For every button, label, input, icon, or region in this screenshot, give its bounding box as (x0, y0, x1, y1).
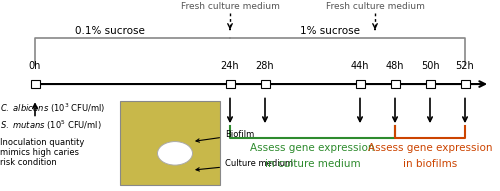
Bar (30, 80, 40, 88)
Text: 52h: 52h (456, 61, 474, 71)
Text: $\it{S.\ mutans}$ (10$^5$ CFU/ml): $\it{S.\ mutans}$ (10$^5$ CFU/ml) (0, 118, 102, 132)
Bar (120, 101, 220, 185)
Text: 1% sucrose: 1% sucrose (300, 26, 360, 36)
Text: Fresh culture medium: Fresh culture medium (326, 2, 424, 11)
Text: 24h: 24h (220, 61, 240, 71)
Text: Assess gene expression: Assess gene expression (250, 143, 375, 153)
Text: in biofilms: in biofilms (403, 159, 457, 168)
Text: 28h: 28h (256, 61, 274, 71)
Text: 48h: 48h (386, 61, 404, 71)
Text: in culture medium: in culture medium (264, 159, 360, 168)
Text: Inoculation quantity
mimics high caries
risk condition: Inoculation quantity mimics high caries … (0, 138, 84, 167)
Text: Biofilm: Biofilm (196, 130, 254, 142)
Bar (390, 80, 400, 88)
Bar (460, 80, 469, 88)
Text: Culture medium: Culture medium (196, 159, 293, 171)
Text: 0h: 0h (29, 61, 41, 71)
Text: 50h: 50h (420, 61, 440, 71)
Text: 44h: 44h (351, 61, 369, 71)
Bar (226, 80, 234, 88)
Text: Assess gene expression: Assess gene expression (368, 143, 492, 153)
Bar (260, 80, 270, 88)
Text: 0.1% sucrose: 0.1% sucrose (75, 26, 145, 36)
Ellipse shape (158, 142, 192, 165)
Text: $\it{C.\ albicans}$ (10$^3$ CFU/ml): $\it{C.\ albicans}$ (10$^3$ CFU/ml) (0, 101, 106, 115)
Bar (426, 80, 434, 88)
Text: Fresh culture medium: Fresh culture medium (180, 2, 280, 11)
Bar (356, 80, 364, 88)
